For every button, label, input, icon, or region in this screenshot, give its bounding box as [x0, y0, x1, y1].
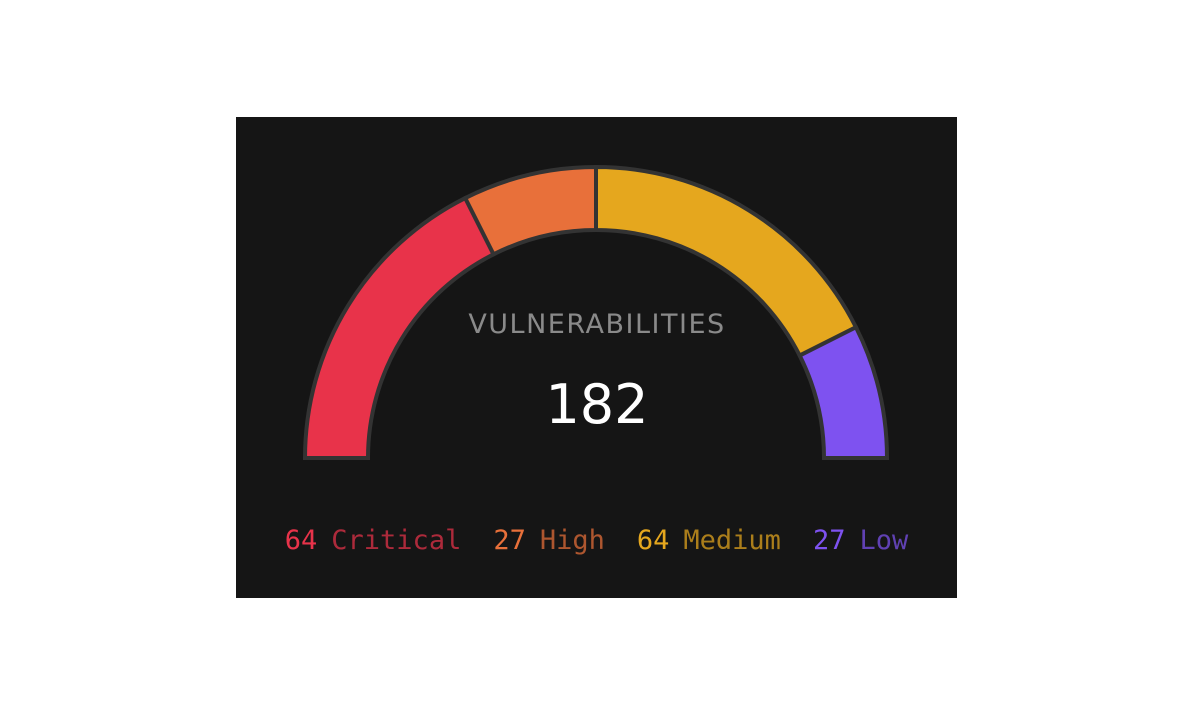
gauge-title: VULNERABILITIES	[468, 309, 725, 340]
gauge-segment	[462, 164, 598, 258]
gauge-segment	[796, 324, 890, 460]
legend-item: 27 High	[493, 525, 605, 556]
legend-label: Low	[859, 525, 909, 556]
card: VULNERABILITIES 182 64 Critical 27 High 64 Me…	[236, 117, 957, 598]
legend-label: Medium	[683, 525, 781, 556]
gauge-total: 182	[545, 373, 648, 436]
legend-label: Critical	[331, 525, 462, 556]
legend-value: 64	[284, 525, 318, 556]
legend-value: 27	[493, 525, 526, 556]
legend-value: 27	[812, 525, 846, 556]
legend-item: 64 Critical	[285, 525, 462, 556]
legend-label: High	[539, 525, 605, 556]
legend-item: 27 Low	[813, 525, 908, 556]
legend: 64 Critical 27 High 64 Medium 27 Low	[236, 525, 957, 556]
gauge: VULNERABILITIES 182	[302, 164, 890, 460]
legend-value: 64	[636, 525, 670, 556]
legend-item: 64 Medium	[637, 525, 781, 556]
gauge-segment	[302, 195, 497, 460]
